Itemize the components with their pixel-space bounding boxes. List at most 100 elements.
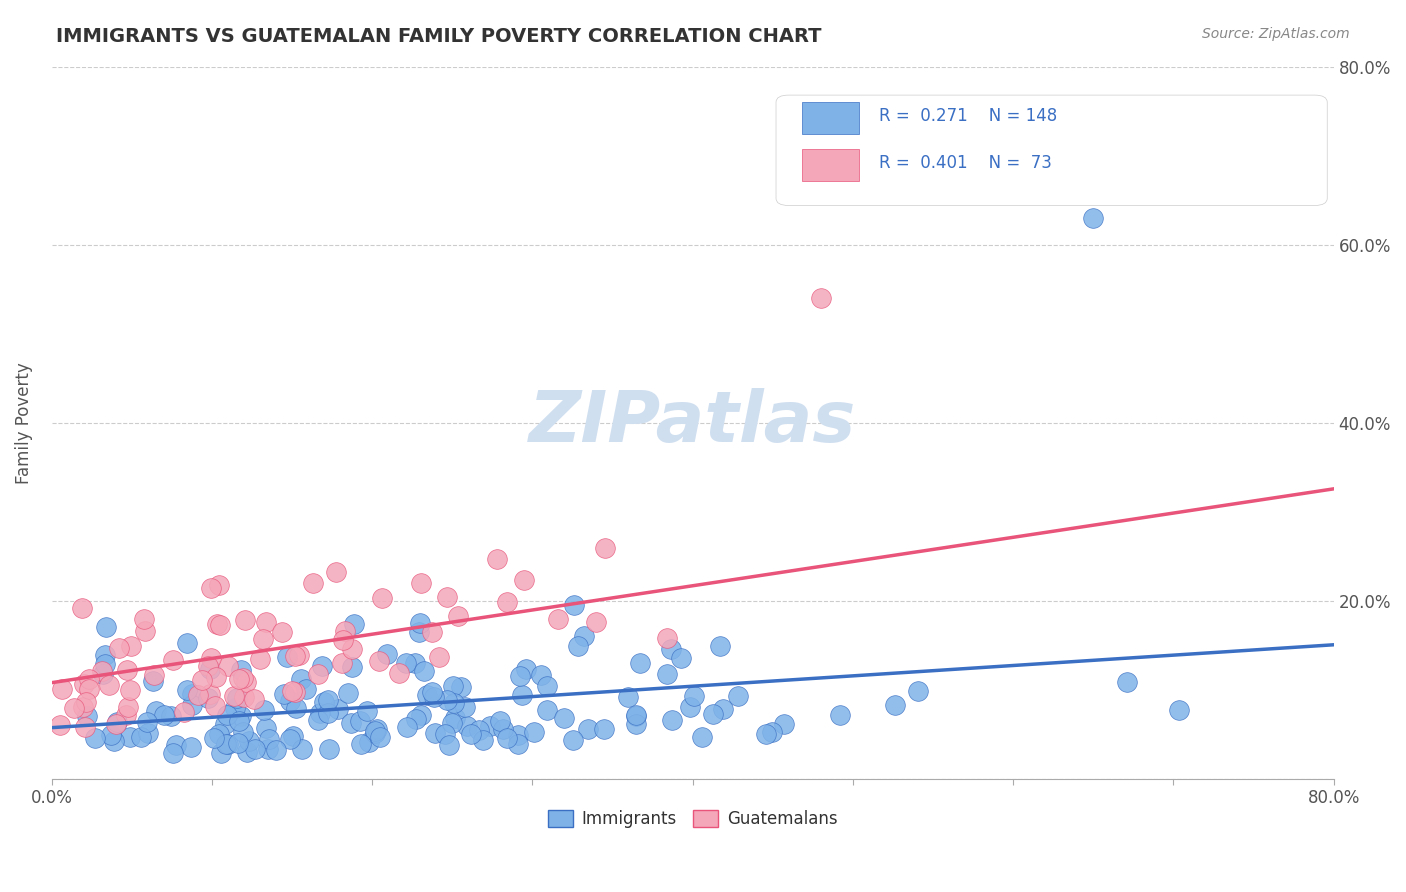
Point: [420, 685, 443, 699]
Point: [356, 704, 378, 718]
Point: [200, 581, 222, 595]
Point: [761, 724, 783, 739]
Point: [624, 709, 647, 723]
Point: [496, 731, 519, 745]
Point: [307, 713, 329, 727]
Point: [337, 686, 360, 700]
Point: [118, 682, 141, 697]
Point: [471, 733, 494, 747]
Point: [51, 681, 73, 696]
Point: [553, 710, 575, 724]
Point: [228, 736, 250, 750]
Point: [488, 714, 510, 729]
Point: [593, 541, 616, 555]
Point: [302, 575, 325, 590]
Point: [364, 726, 387, 740]
Point: [450, 680, 472, 694]
Point: [437, 738, 460, 752]
Point: [404, 656, 426, 670]
Point: [118, 731, 141, 745]
Point: [253, 703, 276, 717]
Point: [134, 624, 156, 639]
FancyBboxPatch shape: [801, 148, 859, 180]
Point: [325, 565, 347, 579]
Point: [281, 683, 304, 698]
Point: [810, 291, 832, 305]
Point: [828, 708, 851, 723]
Point: [202, 731, 225, 746]
Point: [232, 724, 254, 739]
Point: [395, 656, 418, 670]
Point: [105, 717, 128, 731]
Point: [291, 742, 314, 756]
Point: [661, 641, 683, 656]
Point: [136, 715, 159, 730]
Point: [252, 632, 274, 646]
Point: [103, 734, 125, 748]
Point: [340, 716, 363, 731]
Point: [142, 668, 165, 682]
Point: [655, 631, 678, 645]
Point: [312, 694, 335, 708]
Point: [215, 708, 238, 723]
Point: [162, 747, 184, 761]
Point: [115, 663, 138, 677]
Point: [585, 615, 607, 629]
Point: [209, 746, 232, 760]
Text: Source: ZipAtlas.com: Source: ZipAtlas.com: [1202, 27, 1350, 41]
Point: [624, 708, 647, 723]
Point: [72, 677, 94, 691]
Point: [117, 700, 139, 714]
Point: [136, 726, 159, 740]
Point: [176, 636, 198, 650]
Point: [84, 731, 107, 745]
Point: [536, 703, 558, 717]
Point: [441, 715, 464, 730]
Point: [198, 662, 221, 676]
Point: [510, 688, 533, 702]
Point: [709, 639, 731, 653]
Point: [506, 728, 529, 742]
Point: [366, 722, 388, 736]
Point: [197, 659, 219, 673]
Point: [485, 552, 508, 566]
Point: [547, 612, 569, 626]
Point: [368, 654, 391, 668]
Point: [368, 731, 391, 745]
Point: [257, 742, 280, 756]
Text: R =  0.401    N =  73: R = 0.401 N = 73: [879, 153, 1052, 172]
Point: [333, 624, 356, 638]
Point: [409, 708, 432, 723]
Point: [217, 659, 239, 673]
Point: [142, 673, 165, 688]
Point: [238, 733, 260, 747]
Point: [208, 727, 231, 741]
Point: [264, 743, 287, 757]
Point: [409, 576, 432, 591]
Point: [711, 702, 734, 716]
Point: [408, 624, 430, 639]
Point: [530, 668, 553, 682]
Point: [412, 664, 434, 678]
Point: [330, 656, 353, 670]
Point: [294, 681, 316, 696]
Point: [679, 699, 702, 714]
Point: [131, 730, 153, 744]
Point: [284, 649, 307, 664]
Point: [460, 726, 482, 740]
Point: [772, 717, 794, 731]
Point: [727, 689, 749, 703]
Point: [311, 659, 333, 673]
Point: [454, 700, 477, 714]
Point: [444, 711, 467, 725]
Point: [307, 666, 329, 681]
Point: [496, 595, 519, 609]
Point: [181, 687, 204, 701]
Point: [49, 717, 72, 731]
Point: [114, 707, 136, 722]
Point: [626, 717, 648, 731]
Point: [657, 666, 679, 681]
Point: [73, 721, 96, 735]
Point: [318, 742, 340, 756]
Point: [509, 669, 531, 683]
